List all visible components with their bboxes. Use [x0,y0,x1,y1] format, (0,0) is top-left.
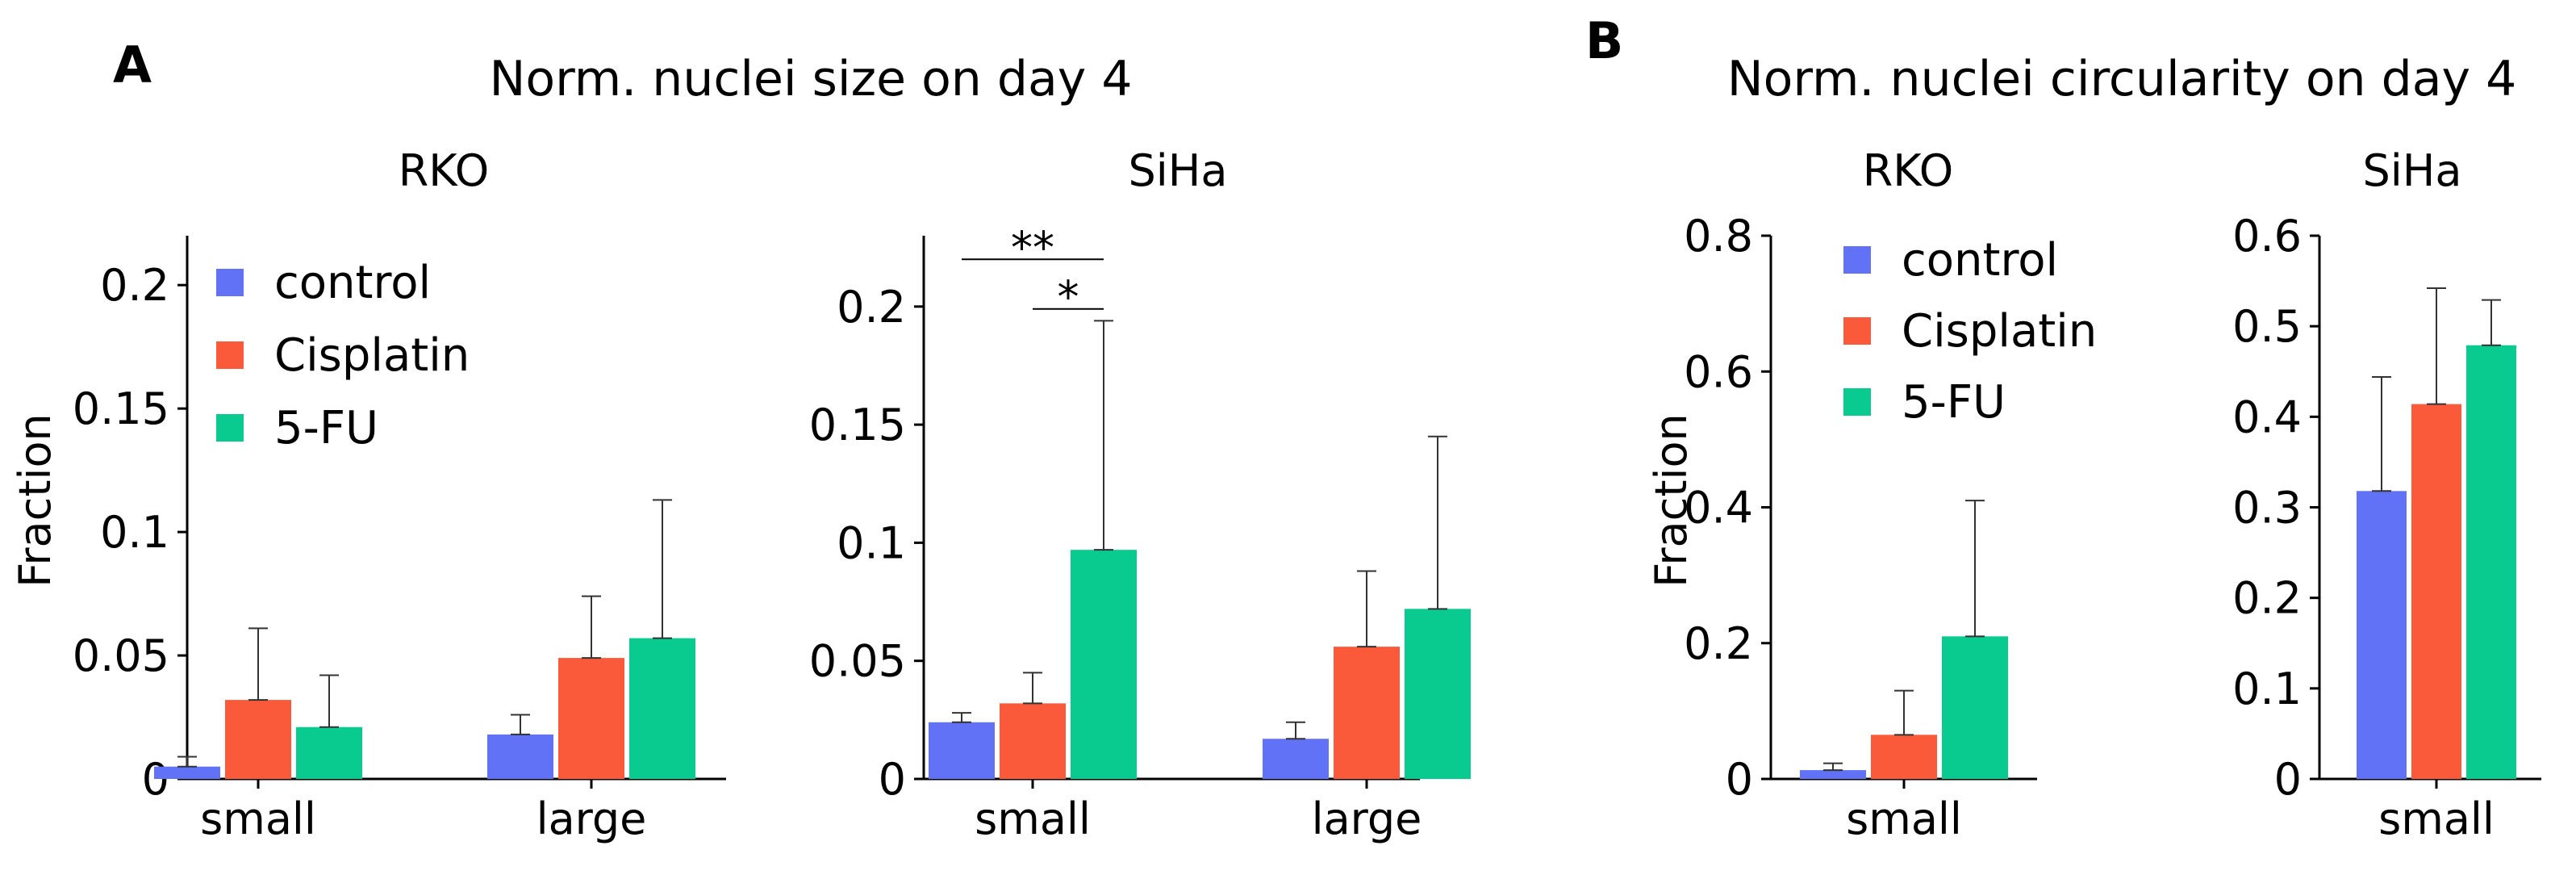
bar-cisplatin-large [1334,647,1400,779]
bar-cisplatin-small [225,700,291,779]
bar-5-fu-large [629,638,695,779]
y-tick-label: 0.5 [2232,301,2302,352]
y-tick-label: 0.15 [73,383,169,434]
panel-title-b: Norm. nuclei circularity on day 4 [1727,51,2517,107]
ylabel-a: Fraction [10,413,61,588]
panel-letter-b: B [1585,11,1623,70]
y-tick-label: 0.6 [2232,211,2302,262]
y-tick-label: 0.05 [73,630,169,681]
y-tick-label: 0.2 [837,282,906,333]
y-tick-label: 0.1 [100,507,169,558]
bar-5-fu-large [1405,609,1471,779]
bar-control-small [2357,491,2407,779]
panel-letter-a: A [113,36,152,94]
y-tick-label: 0.2 [1684,618,1753,669]
x-tick-label: small [200,793,316,844]
legend-label-5-fu: 5-FU [274,402,378,454]
x-tick-label: large [536,793,647,844]
bar-control-small [154,766,220,779]
significance-label: ** [1011,222,1054,273]
chart-a-siha: 0 0.05 0.1 0.15 0.2 small large *** [809,222,1471,844]
y-tick-label: 0.1 [837,517,906,568]
bar-5-fu-small [1071,550,1137,779]
bar-5-fu-small [1942,636,2008,779]
bar-control-large [1263,739,1329,779]
legend-swatch-cisplatin [1843,317,1871,345]
legend-label-control: control [274,257,431,309]
legend-label-cisplatin: Cisplatin [274,329,470,382]
legend-swatch-5-fu [1843,388,1871,416]
y-tick-label: 0.15 [809,400,906,450]
y-tick-label: 0.2 [100,260,169,311]
legend-swatch-cisplatin [216,341,244,369]
bar-cisplatin-large [558,658,624,779]
subplot-title-a-siha: SiHa [1129,145,1228,196]
chart-b-rko: 0 0.2 0.4 0.6 0.8 small control Cisplatin 5-FU [1684,211,2097,844]
y-tick-label: 0 [142,754,169,805]
subplot-title-b-rko: RKO [1863,145,1953,196]
bar-cisplatin-small [1871,735,1937,779]
y-tick-label: 0.4 [1684,483,1753,534]
bar-5-fu-small [296,726,362,779]
y-tick-label: 0 [879,754,906,805]
y-tick-label: 0.1 [2232,664,2302,714]
bar-5-fu-small [2466,345,2516,779]
y-tick-label: 0.3 [2232,483,2302,534]
bar-cisplatin-small [1000,703,1066,779]
y-tick-label: 0.8 [1684,211,1753,262]
bar-control-small [929,722,995,779]
x-tick-label: small [2378,793,2495,844]
x-tick-label: large [1312,793,1422,844]
legend-swatch-control [1843,246,1871,274]
legend-swatch-control [216,269,244,296]
x-tick-label: small [975,793,1091,844]
chart-a-rko: 0 0.05 0.1 0.15 0.2 small large control Cisplati… [73,236,726,844]
y-tick-label: 0.05 [809,636,906,687]
legend-label-5-fu: 5-FU [1902,376,2006,429]
y-tick-label: 0 [2274,754,2302,805]
y-tick-label: 0.4 [2232,391,2302,442]
significance-label: * [1058,272,1079,323]
bar-control-large [487,734,553,779]
legend-swatch-5-fu [216,414,244,442]
bar-control-small [1800,770,1866,779]
y-tick-label: 0.2 [2232,573,2302,624]
legend-label-control: control [1902,234,2058,287]
subplot-title-a-rko: RKO [399,145,489,196]
subplot-title-b-siha: SiHa [2363,145,2462,196]
bar-cisplatin-small [2411,404,2461,779]
chart-b-siha: 0 0.1 0.2 0.3 0.4 0.5 0.6 small [2232,211,2541,844]
y-tick-label: 0.6 [1684,346,1753,397]
ylabel-b: Fraction [1646,413,1697,588]
y-tick-label: 0 [1726,754,1753,805]
panel-title-a: Norm. nuclei size on day 4 [490,51,1133,107]
legend-label-cisplatin: Cisplatin [1902,305,2097,358]
x-tick-label: small [1846,793,1962,844]
